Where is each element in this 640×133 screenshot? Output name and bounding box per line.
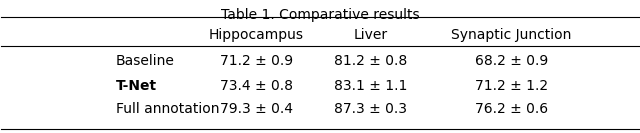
Text: Baseline: Baseline bbox=[116, 54, 175, 68]
Text: Hippocampus: Hippocampus bbox=[209, 28, 304, 42]
Text: 81.2 ± 0.8: 81.2 ± 0.8 bbox=[334, 54, 408, 68]
Text: 71.2 ± 1.2: 71.2 ± 1.2 bbox=[475, 79, 548, 93]
Text: 76.2 ± 0.6: 76.2 ± 0.6 bbox=[475, 102, 548, 117]
Text: Liver: Liver bbox=[354, 28, 388, 42]
Text: 79.3 ± 0.4: 79.3 ± 0.4 bbox=[220, 102, 292, 117]
Text: T-Net: T-Net bbox=[116, 79, 157, 93]
Text: 73.4 ± 0.8: 73.4 ± 0.8 bbox=[220, 79, 292, 93]
Text: Synaptic Junction: Synaptic Junction bbox=[451, 28, 572, 42]
Text: 68.2 ± 0.9: 68.2 ± 0.9 bbox=[474, 54, 548, 68]
Text: 87.3 ± 0.3: 87.3 ± 0.3 bbox=[335, 102, 408, 117]
Text: 83.1 ± 1.1: 83.1 ± 1.1 bbox=[334, 79, 408, 93]
Text: Table 1. Comparative results: Table 1. Comparative results bbox=[221, 8, 419, 22]
Text: 71.2 ± 0.9: 71.2 ± 0.9 bbox=[220, 54, 293, 68]
Text: Full annotation: Full annotation bbox=[116, 102, 220, 117]
